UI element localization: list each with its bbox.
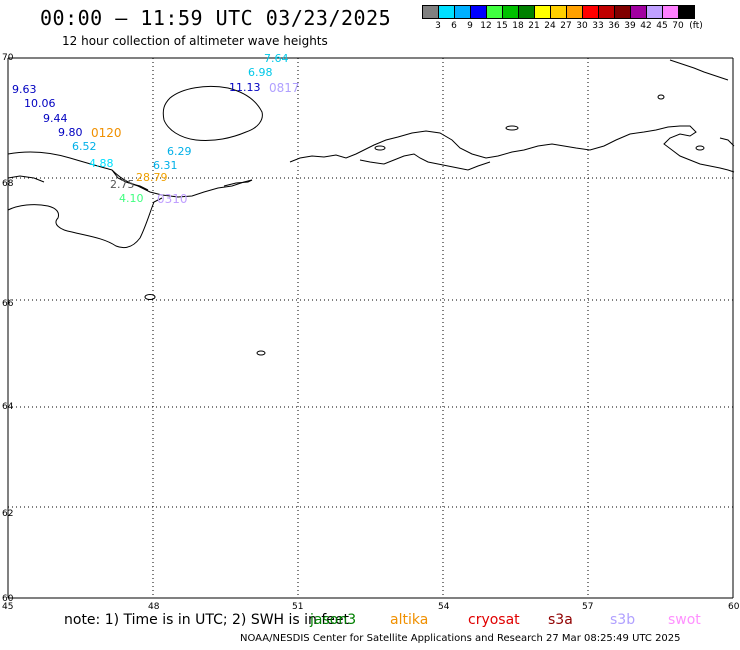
latitude-label: 68 [2, 179, 14, 189]
pass-time-label: 0310 [157, 192, 188, 206]
latitude-label: 60 [2, 594, 14, 604]
longitude-label: 48 [148, 602, 160, 612]
pass-time-label: 0120 [91, 126, 122, 140]
kolva-coast [223, 179, 253, 187]
wave-height-value: 11.13 [229, 81, 261, 94]
wave-height-value: 4.10 [119, 192, 144, 205]
islet [505, 125, 519, 131]
satellite-name: altika [390, 612, 429, 628]
longitude-label: 51 [292, 602, 303, 612]
satellite-name: s3b [610, 612, 636, 628]
latitude-label: 62 [2, 509, 13, 519]
bolvansky-coast [359, 153, 491, 171]
islet [144, 294, 156, 300]
legend-color-scale [422, 5, 695, 19]
legend-label: 33 [592, 21, 604, 31]
mainland-coast [7, 151, 253, 198]
legend-label: 6 [451, 21, 457, 31]
west-coast-fragment [7, 175, 45, 183]
latitude-label: 70 [2, 53, 14, 63]
islet [657, 94, 665, 100]
legend-label: 18 [512, 21, 524, 31]
legend-label: 27 [560, 21, 572, 31]
wave-height-value: 7.64 [264, 52, 289, 65]
latitude-label: 64 [2, 402, 14, 412]
satellite-name: s3a [548, 612, 573, 628]
legend-labels: 3 6 9 12 15 18 21 24 27 30 33 36 39 42 45 70 (ft) [422, 19, 703, 31]
longitude-label: 60 [728, 602, 740, 612]
longitude-label: 45 [2, 602, 13, 612]
legend-label: 30 [576, 21, 588, 31]
legend-label: 12 [480, 21, 492, 31]
wave-height-value: 6.98 [248, 66, 273, 79]
longitude-label: 57 [582, 602, 593, 612]
note-text: note: 1) Time is in UTC; 2) SWH is in fe… [64, 612, 350, 628]
graticule [7, 57, 734, 599]
wave-height-value: 2.75 [110, 178, 135, 191]
legend-label: 9 [467, 21, 473, 31]
wave-height-legend: 3 6 9 12 15 18 21 24 27 30 33 36 39 42 45 70 (ft) [422, 5, 703, 31]
legend-label: 15 [496, 21, 508, 31]
legend-label: 39 [624, 21, 636, 31]
kanin-inlet [111, 169, 149, 191]
legend-label: 70 [672, 21, 684, 31]
legend-swatch [678, 5, 695, 19]
legend-label: 24 [544, 21, 556, 31]
satellite-name: cryosat [468, 612, 520, 628]
kanin-peninsula [7, 197, 163, 249]
credit-line: NOAA/NESDIS Center for Satellite Applica… [240, 633, 681, 644]
islet [256, 350, 266, 356]
vaygach-coast [669, 59, 729, 81]
legend-label: 42 [640, 21, 652, 31]
map-subtitle: 12 hour collection of altimeter wave hei… [62, 34, 328, 48]
wave-height-value: 6.31 [153, 159, 178, 172]
islet [695, 145, 705, 151]
pass-time-label: 0817 [269, 81, 300, 95]
legend-label: 3 [435, 21, 441, 31]
yugorsky-coast [719, 137, 735, 147]
latitude-label: 66 [2, 299, 14, 309]
coastline [7, 59, 735, 356]
map-title: 00:00 – 11:59 UTC 03/23/2025 [40, 6, 392, 30]
footer-note: note: 1) Time is in UTC; 2) SWH is in fe… [0, 610, 740, 630]
legend-label: (ft) [689, 21, 703, 31]
longitude-label: 54 [438, 602, 450, 612]
wave-height-value: 6.52 [72, 140, 97, 153]
satellite-name: swot [668, 612, 701, 628]
kolguev-island [162, 85, 263, 141]
legend-label: 21 [528, 21, 540, 31]
satellite-name: jason3 [310, 612, 357, 628]
pechora-coast [289, 125, 735, 173]
legend-label: 36 [608, 21, 620, 31]
wave-height-value: 9.44 [43, 112, 68, 125]
wave-height-value: 10.06 [24, 97, 56, 110]
islet [374, 145, 386, 151]
wave-height-value: 9.80 [58, 126, 83, 139]
wave-height-value: 6.29 [167, 145, 192, 158]
wave-height-value: 9.63 [12, 83, 37, 96]
legend-label: 45 [656, 21, 668, 31]
wave-height-value: 4.88 [89, 157, 114, 170]
wave-height-value: 28.79 [136, 171, 168, 184]
